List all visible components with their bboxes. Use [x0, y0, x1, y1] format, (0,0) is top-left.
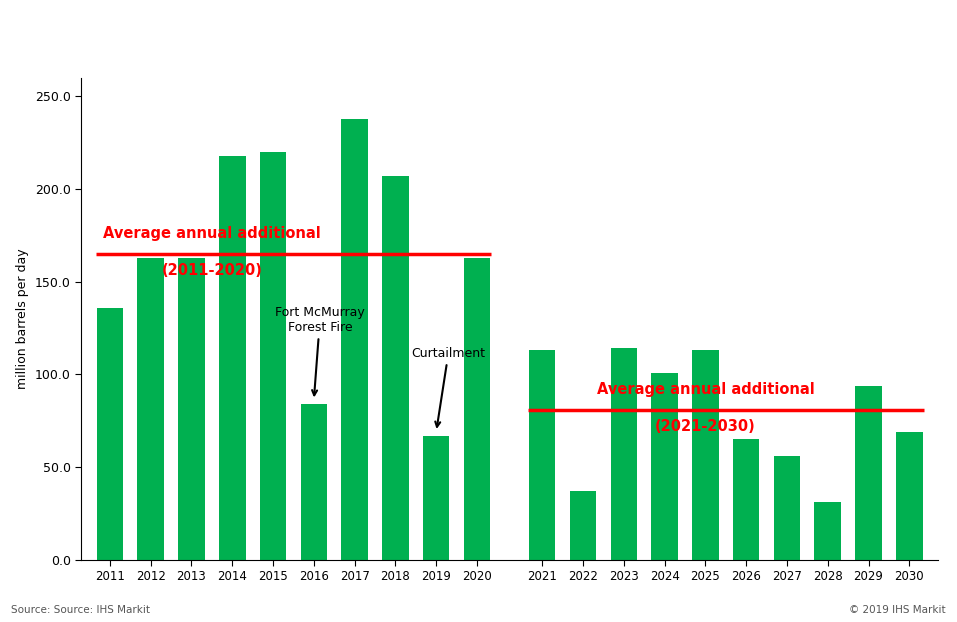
- Bar: [342, 119, 367, 560]
- Bar: [611, 348, 637, 560]
- Bar: [382, 176, 409, 560]
- Bar: [896, 432, 923, 560]
- Text: Source: Source: IHS Markit: Source: Source: IHS Markit: [11, 605, 150, 615]
- Text: (2021-2030): (2021-2030): [655, 419, 756, 434]
- Text: Year-on-year oil sands additions to 2030: Year-on-year oil sands additions to 2030: [11, 30, 359, 45]
- Y-axis label: million barrels per day: million barrels per day: [16, 248, 30, 389]
- Bar: [464, 258, 490, 560]
- Bar: [569, 491, 596, 560]
- Bar: [219, 156, 246, 560]
- Text: Average annual additional: Average annual additional: [596, 382, 814, 397]
- Bar: [692, 350, 719, 560]
- Bar: [138, 258, 164, 560]
- Bar: [423, 435, 450, 560]
- Bar: [529, 350, 555, 560]
- Bar: [97, 308, 123, 560]
- Bar: [856, 386, 881, 560]
- Bar: [733, 439, 760, 560]
- Bar: [178, 258, 205, 560]
- Bar: [652, 373, 678, 560]
- Bar: [259, 152, 286, 560]
- Text: Average annual additional: Average annual additional: [103, 226, 321, 241]
- Text: © 2019 IHS Markit: © 2019 IHS Markit: [849, 605, 946, 615]
- Text: Curtailment: Curtailment: [412, 346, 485, 427]
- Text: Fort McMurray
Forest Fire: Fort McMurray Forest Fire: [275, 305, 365, 395]
- Bar: [300, 404, 327, 560]
- Text: (2011-2020): (2011-2020): [162, 263, 262, 278]
- Bar: [773, 456, 800, 560]
- Bar: [814, 503, 841, 560]
